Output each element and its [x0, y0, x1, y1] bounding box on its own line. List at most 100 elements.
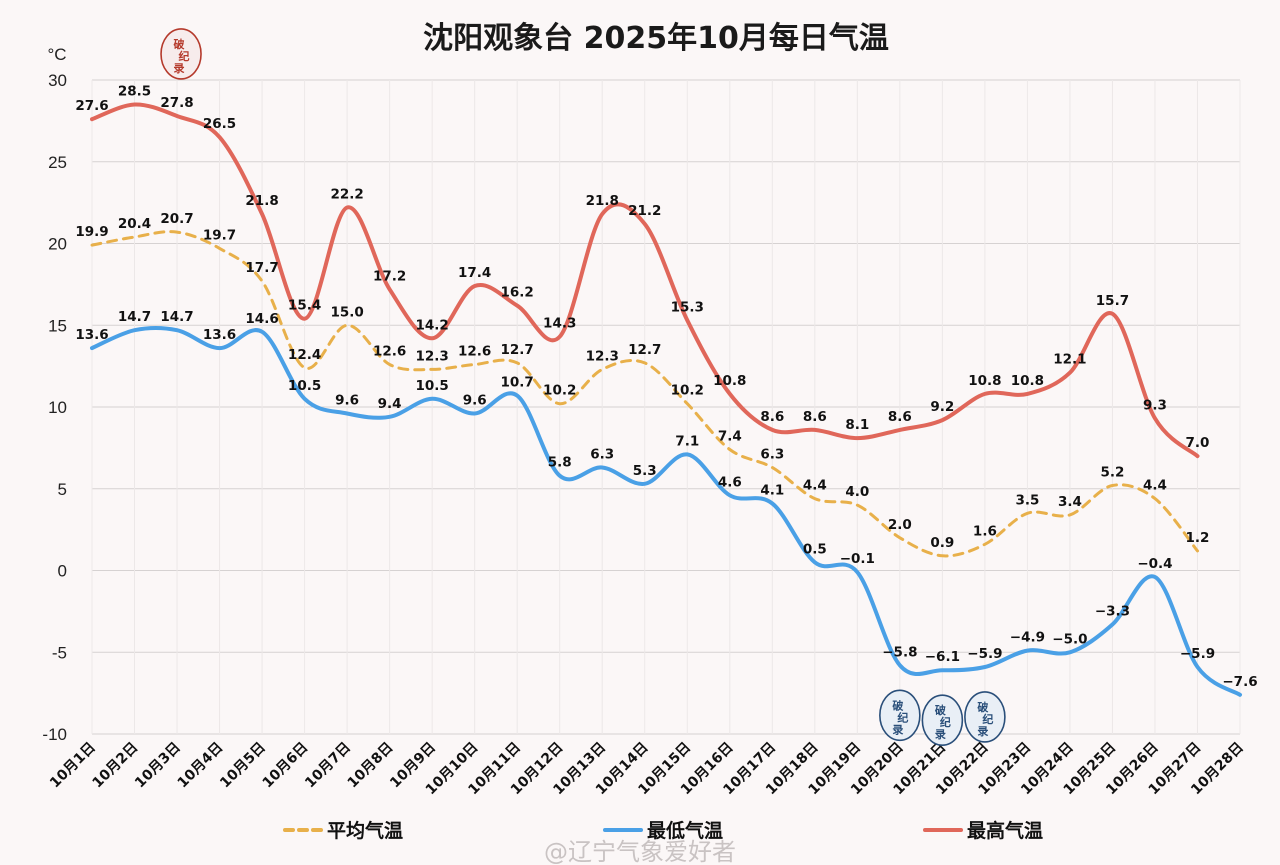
min-temp-data-label: −0.4: [1137, 556, 1172, 572]
record-stamp-char: 纪: [897, 710, 908, 724]
record-stamp-char: 录: [977, 725, 988, 738]
watermark: @辽宁气象爱好者: [544, 838, 736, 865]
min-temp-data-label: −3.3: [1095, 603, 1130, 619]
min-temp-data-label: 14.6: [245, 311, 278, 327]
max-temp-data-label: 22.2: [330, 187, 363, 203]
record-stamp-char: 纪: [940, 715, 951, 729]
max-temp-data-label: 14.3: [543, 316, 576, 332]
avg-temp-data-label: 20.7: [160, 211, 193, 227]
avg-temp-data-label: 19.9: [75, 224, 108, 240]
max-temp-data-label: 12.1: [1053, 352, 1086, 368]
record-stamp-border: [921, 694, 964, 747]
y-tick-label: 30: [48, 71, 67, 90]
max-temp-data-label: 7.0: [1186, 435, 1210, 451]
max-temp-data-label: 8.6: [803, 409, 827, 425]
min-temp-data-label: 13.6: [75, 327, 108, 343]
avg-temp-data-label: 3.4: [1058, 494, 1082, 510]
avg-temp-data-label: 4.4: [1143, 478, 1167, 494]
avg-temp-data-label: 12.4: [288, 347, 321, 363]
y-tick-label: 25: [48, 153, 67, 172]
min-temp-data-label: 14.7: [160, 309, 193, 325]
x-tick-label: 10月3日: [132, 740, 184, 792]
grid: [91, 79, 1241, 735]
max-temp-data-label: 21.2: [628, 203, 661, 219]
max-temp-data-label: 17.4: [458, 265, 491, 281]
avg-temp-legend-label: 平均气温: [327, 819, 403, 842]
record-stamp-char: 破: [977, 700, 988, 714]
avg-temp-data-label: 6.3: [760, 446, 784, 462]
y-tick-label: -5: [52, 643, 67, 662]
min-temp-data-label: 13.6: [203, 327, 236, 343]
max-temp-data-label: 10.8: [968, 373, 1001, 389]
avg-temp-data-label: 7.4: [718, 429, 742, 445]
avg-temp-data-label: 2.0: [888, 517, 912, 533]
max-temp-data-label: 8.6: [760, 409, 784, 425]
legend: 平均气温 最低气温 最高气温: [283, 819, 1043, 842]
y-tick-label: 5: [58, 480, 67, 499]
avg-temp-data-label: 4.4: [803, 478, 827, 494]
record-stamp-char: 录: [892, 723, 903, 736]
record-stamp: 破纪录: [964, 691, 1006, 743]
min-temp-data-label: −4.9: [1010, 630, 1045, 646]
max-temp-data-label: 9.3: [1143, 397, 1167, 413]
record-stamp-char: 纪: [179, 49, 190, 63]
max-temp-data-label: 28.5: [118, 84, 151, 100]
avg-temp-data-label: 15.0: [330, 304, 363, 320]
x-tick-label: 10月6日: [260, 740, 312, 792]
avg-temp-data-label: 10.2: [671, 383, 704, 399]
avg-temp-data-label: 1.6: [973, 523, 997, 539]
y-axis-unit: °C: [47, 45, 66, 64]
record-stamp-char: 破: [935, 703, 946, 717]
min-temp-data-label: −5.9: [967, 646, 1002, 662]
x-tick-label: 10月7日: [302, 740, 354, 792]
min-temp-data-label: 9.4: [378, 396, 402, 412]
min-temp-data-label: −5.8: [882, 644, 917, 660]
min-temp-data-label: 6.3: [590, 446, 614, 462]
avg-temp-data-label: 17.7: [245, 260, 278, 276]
max-temp-data-label: 27.8: [160, 95, 193, 111]
avg-temp-data-label: 0.9: [930, 535, 954, 551]
avg-temp-data-label: 12.6: [373, 343, 406, 359]
min-temp-data-label: 9.6: [463, 393, 487, 409]
avg-temp-data-label: 12.6: [458, 343, 491, 359]
x-axis-ticks: 10月1日10月2日10月3日10月4日10月5日10月6日10月7日10月8日…: [47, 740, 1247, 799]
x-tick-label: 10月5日: [217, 740, 269, 792]
avg-temp-data-label: 12.3: [415, 348, 448, 364]
record-stamp: 破纪录: [879, 689, 921, 742]
max-temp-data-label: 10.8: [1011, 373, 1044, 389]
data-labels: 19.9 20.4 20.7 19.7 17.7 12.4 15.0 12.6 12.3 12.6…: [75, 84, 1257, 690]
max-temp-data-label: 17.2: [373, 268, 406, 284]
record-stamp-char: 破: [174, 37, 185, 51]
min-temp-data-label: −6.1: [925, 649, 960, 665]
min-temp-data-label: −7.6: [1222, 674, 1257, 690]
avg-temp-data-label: 5.2: [1100, 464, 1124, 480]
record-stamp: 破纪录: [160, 28, 202, 80]
min-temp-data-label: 9.6: [335, 393, 359, 409]
min-temp-data-label: 4.1: [760, 482, 784, 498]
x-tick-label: 10月8日: [345, 740, 397, 792]
series-lines: [90, 102, 1242, 697]
max-temp-data-label: 15.7: [1096, 293, 1129, 309]
record-stamp-border: [879, 689, 921, 742]
avg-temp-data-label: 12.3: [586, 348, 619, 364]
record-stamp-char: 录: [935, 728, 946, 741]
avg-temp-line: [90, 230, 1199, 558]
min-temp-data-label: 7.1: [675, 433, 699, 449]
y-axis-ticks: 30 25 20 15 10 5 0 -5 -10: [42, 71, 67, 744]
max-temp-data-label: 26.5: [203, 116, 236, 132]
min-temp-legend-label: 最低气温: [647, 819, 723, 842]
max-temp-data-label: 15.4: [288, 298, 321, 314]
max-temp-data-label: 9.2: [930, 399, 954, 415]
avg-temp-data-label: 10.2: [543, 383, 576, 399]
y-tick-label: 15: [48, 316, 67, 335]
record-stamp: 破纪录: [921, 694, 964, 747]
avg-temp-data-label: 12.7: [501, 342, 534, 358]
min-temp-data-label: 14.7: [118, 309, 151, 325]
avg-temp-data-label: 3.5: [1015, 492, 1039, 508]
min-temp-data-label: −5.9: [1180, 646, 1215, 662]
record-stamp-char: 录: [174, 62, 185, 75]
max-temp-data-label: 27.6: [75, 98, 108, 114]
min-temp-data-label: 5.3: [633, 463, 657, 479]
